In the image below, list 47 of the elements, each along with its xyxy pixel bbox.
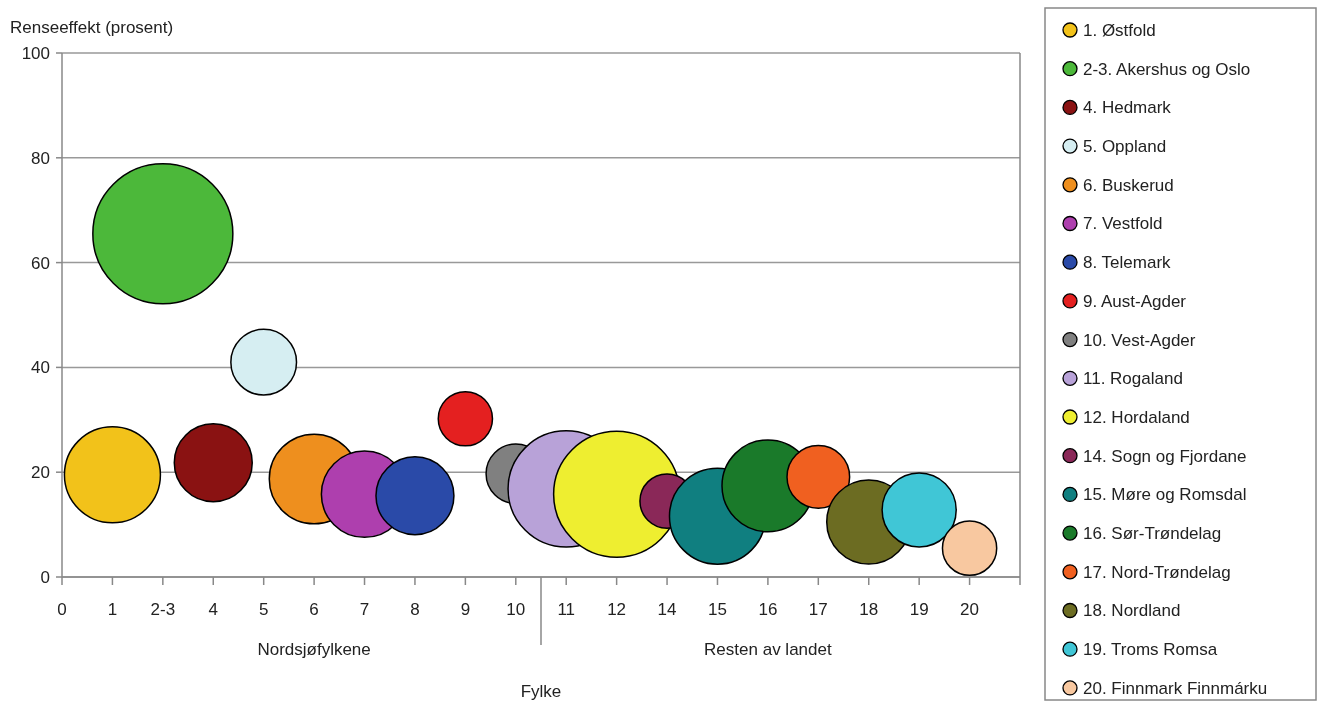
legend-label: 4. Hedmark [1083,98,1172,118]
x-tick-label: 7 [359,600,370,619]
x-tick-label: 2-3 [150,600,176,619]
legend-label: 9. Aust-Agder [1083,291,1187,311]
x-tick-label: 14 [657,600,677,619]
legend-label: 12. Hordaland [1083,407,1190,427]
legend-label: 17. Nord-Trøndelag [1083,562,1231,582]
legend-label: 15. Møre og Romsdal [1083,485,1247,505]
text: Resten av landet [704,640,832,659]
x-tick-label: 17 [808,600,828,619]
legend-label: 6. Buskerud [1083,175,1174,195]
legend-label: 20. Finnmark Finnmárku [1083,678,1268,698]
x-tick-label: 8 [410,600,420,619]
y-tick-label: 80 [31,148,50,168]
x-tick-label: 18 [859,600,879,619]
x-tick-label: 5 [258,600,269,619]
x-tick-label: 12 [607,600,627,619]
x-tick-label: 20 [960,600,980,619]
legend-label: 19. Troms Romsa [1083,640,1218,660]
legend-label: 18. Nordland [1083,601,1181,621]
legend-label: 11. Rogaland [1083,369,1183,389]
x-tick-label: 6 [309,600,319,619]
legend-label: 1. Østfold [1083,20,1156,40]
legend-label: 2-3. Akershus og Oslo [1083,59,1251,79]
y-tick-label: 40 [31,358,50,378]
y-tick-label: 100 [21,43,50,63]
x-tick-label: 4 [208,600,218,619]
legend-label: 14. Sogn og Fjordane [1083,446,1247,466]
legend-label: 8. Telemark [1083,253,1172,273]
x-tick-label: 11 [557,600,576,619]
x-tick-label: 10 [506,600,526,619]
x-tick-label: 0 [57,600,67,619]
x-tick-label: 19 [909,600,929,619]
y-tick-label: 20 [31,463,50,483]
y-tick-label: 60 [31,253,50,273]
x-tick-label: 15 [708,600,727,619]
legend-label: 7. Vestfold [1083,214,1163,234]
y-axis-title: Renseeffekt (prosent) [10,18,174,37]
x-tick-label: 16 [758,600,778,619]
legend-label: 16. Sør-Trøndelag [1083,524,1222,544]
x-tick-label: 1 [107,600,118,619]
legend-label: 5. Oppland [1083,137,1167,157]
x-axis-title: Fylke [520,682,562,701]
x-tick-label: 9 [460,600,471,619]
text: Nordsjøfylkene [257,640,371,659]
legend-label: 10. Vest-Agder [1083,330,1196,350]
y-tick-label: 0 [40,567,50,587]
